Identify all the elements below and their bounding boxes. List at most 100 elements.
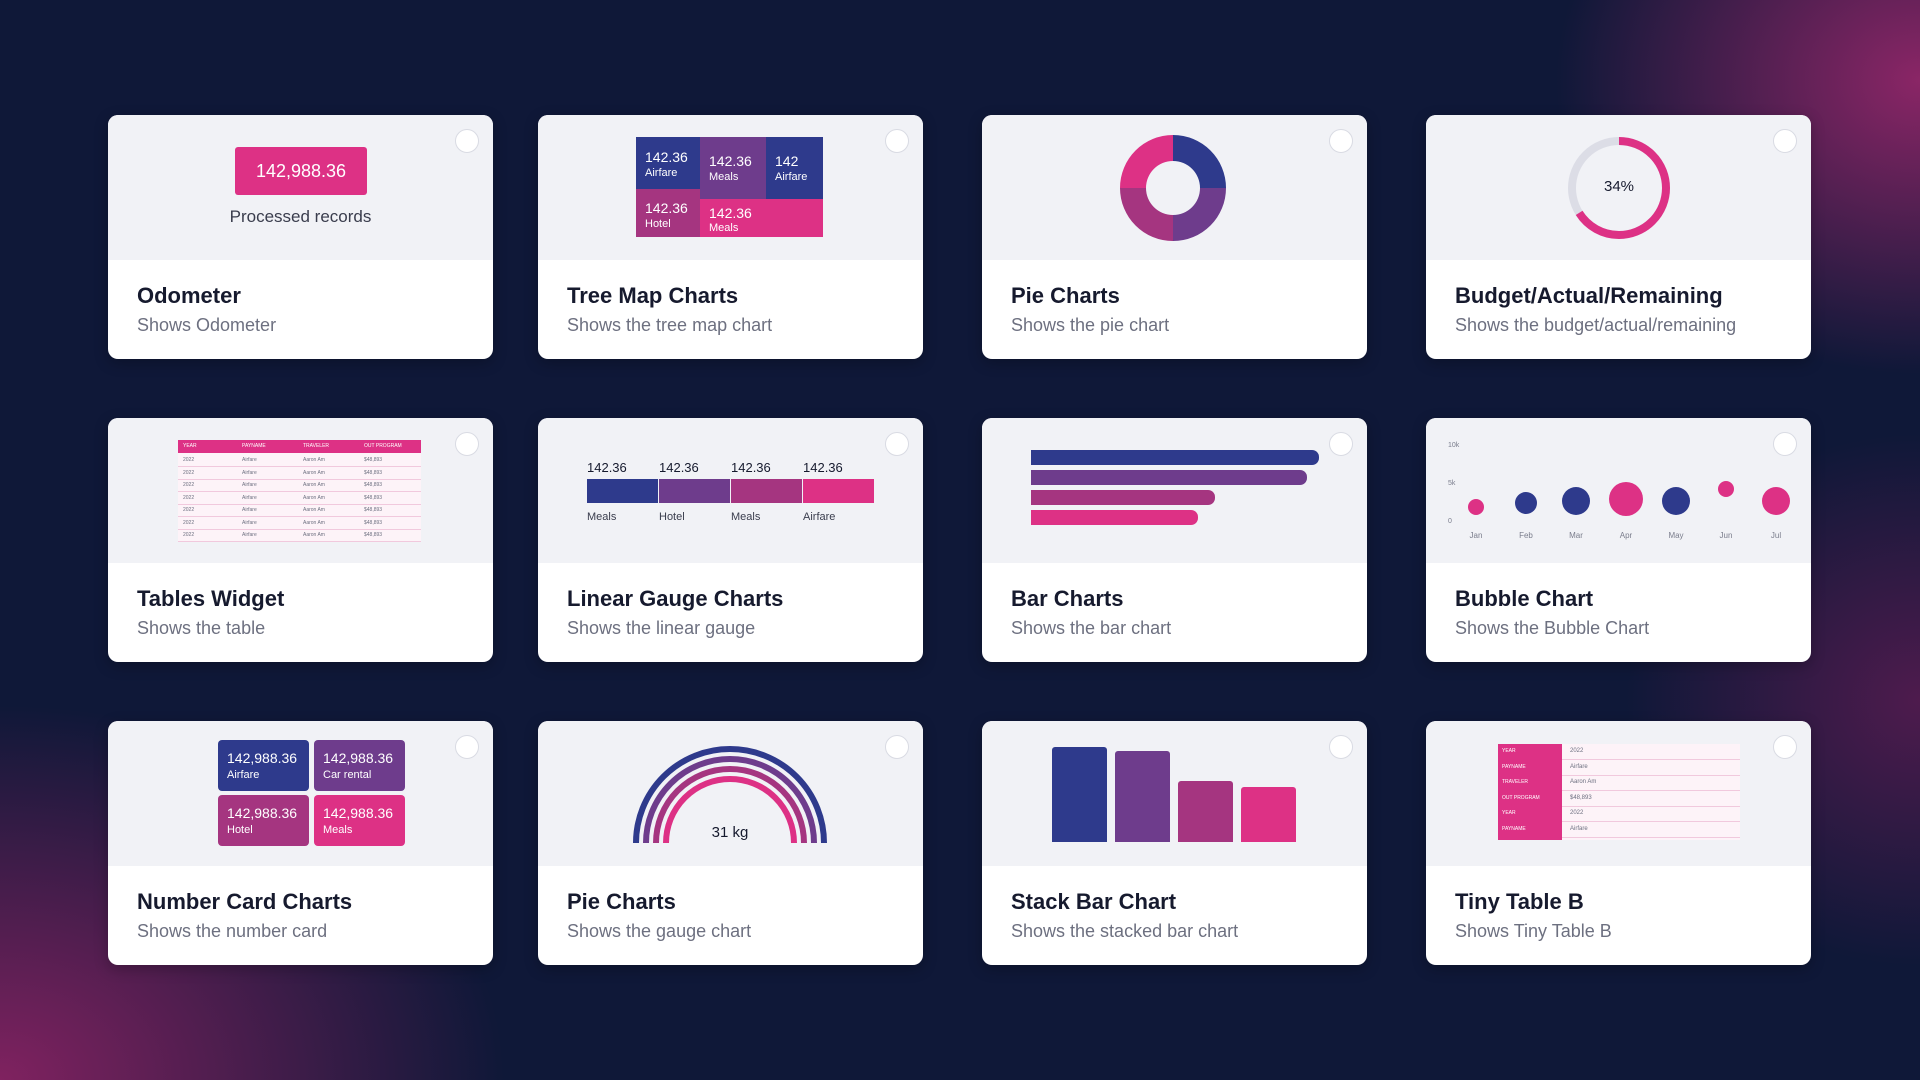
stack-bar xyxy=(1241,786,1296,842)
mini-table-row-line xyxy=(178,466,421,467)
treemap-tile: 142.36 Meals xyxy=(700,137,766,199)
linear-gauge-segment xyxy=(731,479,802,503)
tiny-table-value: Airfare xyxy=(1570,825,1588,832)
mini-table-row-line xyxy=(178,528,421,530)
select-radio[interactable] xyxy=(1773,129,1797,153)
card-gauge[interactable]: 31 kg Pie Charts Shows the gauge chart xyxy=(538,721,923,965)
mini-table-cell: Airfare xyxy=(242,482,257,488)
number-card-label: Meals xyxy=(323,824,353,836)
bubble xyxy=(1515,491,1537,514)
mini-table-cell: 2022 xyxy=(183,532,195,538)
select-radio[interactable] xyxy=(885,432,909,456)
select-radio[interactable] xyxy=(455,129,479,153)
card-description: Shows Tiny Table B xyxy=(1455,921,1612,941)
select-radio[interactable] xyxy=(885,129,909,153)
card-budget[interactable]: 34% Budget/Actual/Remaining Shows the bu… xyxy=(1426,115,1811,359)
mini-table-cell: $48,893 xyxy=(364,532,383,538)
number-card-label: Hotel xyxy=(227,824,253,836)
tiny-table-key-column xyxy=(1498,744,1562,840)
bubble xyxy=(1762,487,1790,516)
gauge-value: 31 kg xyxy=(711,824,749,841)
card-title: Tree Map Charts xyxy=(567,283,739,308)
tiny-table-key: YEAR xyxy=(1502,748,1516,754)
card-description: Shows the pie chart xyxy=(1011,315,1170,335)
mini-table-cell: Airfare xyxy=(242,494,257,501)
select-radio[interactable] xyxy=(455,735,479,759)
select-radio[interactable] xyxy=(1329,735,1353,759)
tiny-table-row-line xyxy=(1562,790,1740,791)
tiny-table-value: Aaron Am xyxy=(1570,779,1597,785)
card-tree-map[interactable]: 142.36 Airfare 142.36 Meals 142 Airfare … xyxy=(538,115,923,359)
select-radio[interactable] xyxy=(1773,735,1797,759)
select-radio[interactable] xyxy=(1329,432,1353,456)
card-description: Shows the Bubble Chart xyxy=(1455,618,1650,638)
linear-gauge-label: Hotel xyxy=(659,511,685,523)
number-card-value: 142,988.36 xyxy=(323,750,394,766)
bubble-y-tick: 10k xyxy=(1448,442,1460,449)
linear-gauge-value: 142.36 xyxy=(731,460,771,475)
card-stack-bar[interactable]: Stack Bar Chart Shows the stacked bar ch… xyxy=(982,721,1367,965)
card-title: Bubble Chart xyxy=(1455,586,1594,611)
card-tables-widget[interactable]: YEAR PAYNAME TRAVELER OUT PROGRAM 2022 Airfar… xyxy=(108,418,493,662)
treemap-tile: 142 Airfare xyxy=(766,137,823,199)
donut-chart xyxy=(1120,135,1226,241)
bubble xyxy=(1468,498,1484,515)
linear-gauge-label: Meals xyxy=(731,511,761,523)
bar-chart xyxy=(1031,450,1319,530)
mini-table-cell: Airfare xyxy=(242,507,257,513)
bubble-x-tick: May xyxy=(1668,531,1684,540)
gauge-arc xyxy=(633,746,827,844)
card-bar-charts[interactable]: Bar Charts Shows the bar chart xyxy=(982,418,1367,662)
mini-table-cell: $48,893 xyxy=(364,507,383,513)
mini-table-header xyxy=(178,440,421,453)
bubble xyxy=(1609,482,1643,516)
mini-table-cell: Airfare xyxy=(242,519,257,526)
card-preview xyxy=(982,721,1367,866)
card-description: Shows the table xyxy=(137,618,266,638)
card-pie[interactable]: Pie Charts Shows the pie chart xyxy=(982,115,1367,359)
card-title: Tables Widget xyxy=(137,586,285,611)
mini-table-row-line xyxy=(178,503,421,505)
mini-table-row-line xyxy=(178,541,421,542)
tiny-table-value: $48,893 xyxy=(1570,794,1592,801)
card-number-card[interactable]: 142,988.36 Airfare 142,988.36 Car rental… xyxy=(108,721,493,965)
card-description: Shows the bar chart xyxy=(1011,618,1172,638)
donut-slice xyxy=(1173,135,1226,188)
bubble-x-tick: Apr xyxy=(1619,531,1633,540)
donut-slice xyxy=(1173,188,1226,241)
card-description: Shows the linear gauge xyxy=(567,618,756,638)
card-preview: 34% xyxy=(1426,115,1811,260)
select-radio[interactable] xyxy=(885,735,909,759)
stack-bar xyxy=(1115,750,1170,842)
select-radio[interactable] xyxy=(1773,432,1797,456)
select-radio[interactable] xyxy=(455,432,479,456)
treemap-tile-value: 142.36 xyxy=(645,200,688,216)
bubble-y-tick: 0 xyxy=(1448,518,1452,525)
bubble-x-tick: Jun xyxy=(1719,531,1733,540)
donut-slice xyxy=(1120,135,1173,188)
tiny-table-value: 2022 xyxy=(1570,810,1584,816)
linear-gauge-value: 142.36 xyxy=(659,460,699,475)
treemap-tile-value: 142 xyxy=(775,153,799,169)
treemap-tile-label: Hotel xyxy=(645,218,671,230)
card-linear-gauge[interactable]: 142.36 142.36 142.36 142.36 Meals Hotel … xyxy=(538,418,923,662)
linear-gauge-value: 142.36 xyxy=(803,460,843,475)
gauge-arc xyxy=(663,776,797,844)
mini-table-header-cell: YEAR xyxy=(183,443,197,449)
bubble xyxy=(1562,487,1590,516)
card-bubble-chart[interactable]: 10k 5k 0 Jan Feb Mar Apr May Jun Jul Bubble Chart… xyxy=(1426,418,1811,662)
card-preview xyxy=(982,418,1367,563)
treemap-tile-value: 142.36 xyxy=(709,153,752,169)
card-odometer[interactable]: 142,988.36 Processed records Odometer Sh… xyxy=(108,115,493,359)
select-radio[interactable] xyxy=(1329,129,1353,153)
card-title: Pie Charts xyxy=(1011,283,1120,308)
card-title: Pie Charts xyxy=(567,889,676,914)
card-tiny-table[interactable]: YEAR 2022 PAYNAME Airfare TRAVELER Aaron Am OU… xyxy=(1426,721,1811,965)
mini-table-cell: Aaron Am xyxy=(303,507,325,513)
linear-gauge-value: 142.36 xyxy=(587,460,627,475)
mini-table-row-line xyxy=(178,491,421,492)
card-preview: 10k 5k 0 Jan Feb Mar Apr May Jun Jul xyxy=(1426,418,1811,563)
tiny-table: YEAR 2022 PAYNAME Airfare TRAVELER Aaron Am OU… xyxy=(1498,744,1740,840)
bubble-x-tick: Mar xyxy=(1569,531,1583,540)
stack-bar-chart xyxy=(1052,747,1297,842)
